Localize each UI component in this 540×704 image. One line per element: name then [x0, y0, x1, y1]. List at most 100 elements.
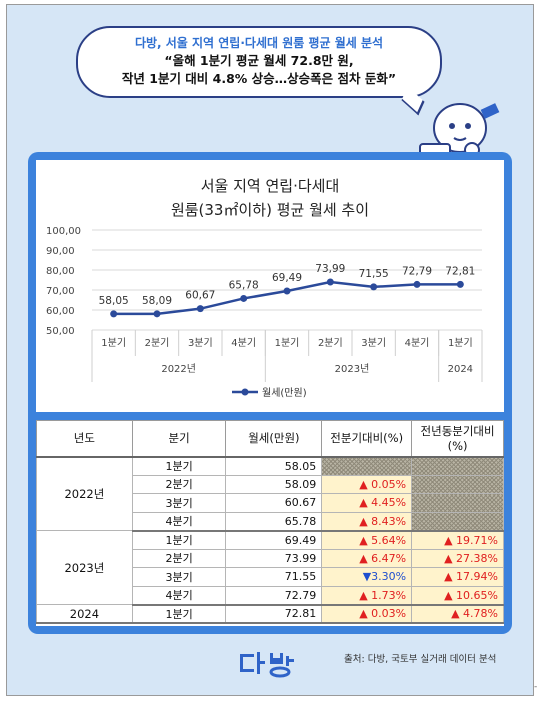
quarter-cell: 2분기 [131, 474, 227, 494]
yoy-cell: ▲ 17.94% [411, 567, 504, 587]
headline-quote-line-1: “올해 1분기 평균 월세 72.8만 원, [164, 53, 354, 68]
headline-quote-line-2: 작년 1분기 대비 4.8% 상승…상승폭은 점차 둔화” [121, 71, 397, 86]
qoq-cell: ▲ 0.03% [321, 604, 413, 624]
rent-table: 년도 분기 월세(만원) 전분기대비(%) 전년동분기대비(%) 2022년 1분… [36, 420, 504, 624]
data-point [413, 280, 421, 288]
header-qoq: 전분기대비(%) [321, 420, 413, 458]
data-label: 69,49 [272, 272, 302, 284]
quarter-cell: 3분기 [131, 493, 227, 513]
rent-cell: 65.78 [225, 511, 323, 532]
headline-bubble: 다방, 서울 지역 연립·다세대 원룸 평균 월세 분석 “올해 1분기 평균 … [76, 26, 442, 98]
data-point [456, 280, 464, 288]
data-label: 58,05 [99, 295, 129, 307]
data-point [240, 294, 248, 302]
data-label: 72,79 [402, 265, 432, 277]
y-tick-label: 80,00 [46, 266, 75, 277]
quarter-cell: 1분기 [131, 456, 227, 476]
table-panel: 년도 분기 월세(만원) 전분기대비(%) 전년동분기대비(%) 2022년 1분… [36, 420, 504, 626]
mascot-character-icon [419, 103, 500, 159]
rent-cell: 73.99 [225, 548, 323, 568]
qoq-cell: ▲ 0.05% [321, 474, 413, 494]
chart-title-line-1: 서울 지역 연립·다세대 [200, 177, 340, 195]
table-row: 4분기 72.79 ▲ 1.73% ▲ 10.65% [37, 585, 504, 606]
rent-cell: 60.67 [225, 493, 323, 513]
x-group-label: 2024 [448, 364, 473, 375]
yoy-cell-value: ▲ 4.78% [451, 607, 498, 621]
yoy-cell: ▲ 19.71% [411, 530, 504, 550]
data-point [110, 310, 118, 318]
yoy-cell: ▲ 27.38% [411, 548, 504, 568]
corner-mark: - [534, 682, 538, 692]
header-rent: 월세(만원) [225, 420, 323, 458]
yoy-cell: ▲ 10.65% [411, 585, 504, 606]
x-tick-label: 1분기 [275, 337, 300, 349]
rent-cell: 58.05 [225, 456, 323, 476]
table-header-row: 년도 분기 월세(만원) 전분기대비(%) 전년동분기대비(%) [36, 420, 504, 458]
rent-cell: 72.81 [225, 604, 323, 624]
y-tick-label: 90,00 [46, 246, 75, 257]
dabang-logo-mark [240, 652, 294, 678]
header-year: 년도 [36, 420, 133, 458]
x-tick-label: 2분기 [145, 337, 170, 349]
chart-title-line-2: 원룸(33㎡이하) 평균 월세 추이 [170, 201, 370, 219]
data-label: 65,78 [229, 279, 259, 291]
data-label: 58,09 [142, 295, 172, 307]
table-body: 2022년 1분기 58.05 2분기 58.09 ▲ 0.05% 3분기 60.67 ▲ 4.… [36, 456, 504, 624]
dabang-logo [240, 652, 294, 678]
x-tick-label: 4분기 [405, 337, 430, 349]
yoy-cell [411, 493, 504, 513]
year-cell: 2022년 [36, 456, 133, 531]
quarter-cell: 1분기 [131, 530, 227, 550]
qoq-cell-value: ▲ 6.47% [359, 551, 407, 565]
yoy-cell-value: ▲ 17.94% [444, 570, 498, 584]
qoq-cell: ▲ 5.64% [321, 530, 413, 550]
qoq-cell-value: ▲ 8.43% [359, 514, 407, 528]
x-tick-label: 4분기 [231, 337, 256, 349]
rent-cell: 58.09 [225, 474, 323, 494]
x-tick-label: 3분기 [188, 337, 213, 349]
rent-cell: 71.55 [225, 567, 323, 587]
data-point [196, 305, 204, 313]
qoq-cell: ▼3.30% [321, 567, 413, 587]
yoy-cell [411, 474, 504, 494]
data-label: 60,67 [185, 290, 215, 302]
qoq-cell: ▲ 4.45% [321, 493, 413, 513]
year-cell: 2023년 [36, 530, 133, 605]
line-chart: 100,00 90,00 80,00 70,00 60,00 50,00 1분기 2분기 3분기… [46, 226, 483, 399]
x-tick-label: 1분기 [448, 337, 473, 349]
headline-subtitle: 다방, 서울 지역 연립·다세대 원룸 평균 월세 분석 [134, 36, 384, 50]
x-tick-label: 3분기 [361, 337, 386, 349]
qoq-cell-value: ▼3.30% [362, 570, 407, 584]
table-row: 2022년 1분기 58.05 [36, 456, 504, 531]
y-tick-label: 100,00 [46, 226, 81, 237]
qoq-cell-value: ▲ 0.03% [359, 607, 407, 621]
qoq-cell-value: ▲ 1.73% [359, 588, 407, 602]
quarter-cell: 4분기 [131, 585, 227, 606]
data-point [326, 278, 334, 286]
qoq-cell: ▲ 6.47% [321, 548, 413, 568]
quarter-cell: 3분기 [131, 567, 227, 587]
yoy-cell-value: ▲ 10.65% [444, 588, 498, 602]
rent-cell: 69.49 [225, 530, 323, 550]
header-quarter: 분기 [131, 420, 227, 458]
chart-title: 서울 지역 연립·다세대 원룸(33㎡이하) 평균 월세 추이 [36, 174, 504, 222]
qoq-cell: ▲ 1.73% [321, 585, 413, 606]
yoy-cell-value: ▲ 19.71% [444, 533, 498, 547]
x-group-label: 2023년 [335, 363, 370, 375]
table-row: 2024 1분기 72.81 ▲ 0.03% ▲ 4.78% [36, 604, 504, 624]
yoy-cell: ▲ 4.78% [411, 604, 504, 624]
x-tick-label: 2분기 [318, 337, 343, 349]
quarter-cell: 4분기 [131, 511, 227, 532]
data-label: 71,55 [359, 268, 389, 280]
yoy-cell-value: ▲ 27.38% [444, 551, 498, 565]
qoq-cell-value: ▲ 5.64% [359, 533, 407, 547]
y-tick-label: 60,00 [46, 306, 75, 317]
legend-label: 월세(만원) [262, 387, 307, 399]
table-row: 2분기 58.09 ▲ 0.05% [37, 474, 504, 494]
source-note: 출처: 다방, 국토부 실거래 데이터 분석 [344, 654, 497, 665]
y-tick-label: 50,00 [46, 326, 75, 337]
rent-cell: 72.79 [225, 585, 323, 606]
quarter-cell: 1분기 [131, 604, 227, 624]
qoq-cell: ▲ 8.43% [321, 511, 413, 532]
data-point [370, 283, 378, 291]
